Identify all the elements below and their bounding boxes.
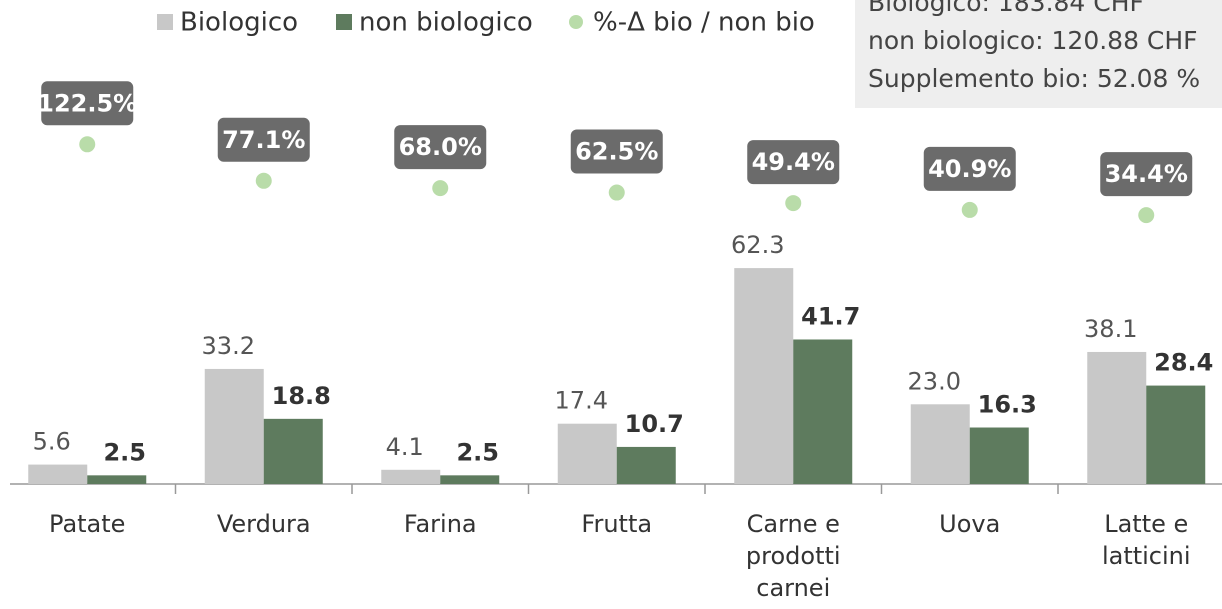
bar-label: 10.7 [625, 410, 684, 438]
x-tick-label: Uova [939, 510, 1001, 538]
bar [204, 368, 264, 484]
bar-label: 4.1 [386, 433, 424, 461]
dot-label: 122.5% [37, 89, 137, 117]
bar [1146, 385, 1206, 484]
legend-label: %-Δ bio / non bio [593, 8, 815, 38]
dot-label-box [747, 140, 840, 185]
dot-label: 40.9% [928, 155, 1011, 183]
legend-marker [336, 14, 352, 30]
dot-label-box [394, 125, 487, 170]
bar [793, 339, 853, 484]
dot [608, 184, 625, 201]
bar-label: 33.2 [202, 332, 255, 360]
legend-marker [157, 14, 173, 30]
bar-label: 2.5 [456, 438, 499, 466]
info-text: Biologico: 183.84 CHF [868, 0, 1144, 17]
info-text: Supplemento bio: 52.08 % [868, 64, 1200, 93]
dot [961, 201, 978, 218]
x-tick-label: Carne e prodotti carnei [745, 510, 841, 602]
dot-label: 62.5% [575, 138, 658, 166]
bar-label: 38.1 [1084, 315, 1137, 343]
x-tick-label: Patate [49, 510, 126, 538]
dot-label: 49.4% [752, 148, 835, 176]
bar [557, 423, 617, 484]
bar [969, 427, 1029, 484]
bar-label: 41.7 [801, 302, 860, 330]
info-text: non biologico: 120.88 CHF [868, 26, 1198, 55]
legend-label: Biologico [180, 8, 298, 38]
bar [87, 475, 147, 484]
x-tick-label: Farina [403, 510, 477, 538]
x-tick-label: Verdura [216, 510, 311, 538]
legend-label: non biologico [359, 8, 533, 38]
bar-label: 16.3 [978, 391, 1037, 419]
bar [910, 404, 970, 484]
dot-label: 77.1% [222, 126, 305, 154]
bar [440, 475, 500, 484]
dot-label-box [217, 117, 310, 162]
bar [734, 268, 794, 484]
bar-label: 18.8 [272, 382, 331, 410]
bar [28, 464, 88, 484]
dot-label: 34.4% [1105, 160, 1188, 188]
bar-label: 62.3 [731, 231, 784, 259]
bar [1087, 351, 1147, 484]
bar [616, 446, 676, 484]
bar [381, 469, 441, 484]
dot-label-box [1100, 152, 1193, 197]
dot-label: 68.0% [399, 133, 482, 161]
bar-label: 17.4 [555, 387, 608, 415]
x-tick-label: Frutta [581, 510, 653, 538]
dot [255, 172, 272, 189]
dot-label-box [570, 129, 663, 174]
dot [79, 136, 96, 153]
bar-label: 2.5 [103, 438, 146, 466]
dot [432, 180, 449, 197]
dot-label-box [923, 146, 1016, 191]
legend-marker [569, 15, 583, 29]
x-tick-label: Latte e latticini [1101, 510, 1191, 570]
dot [785, 195, 802, 212]
bar-label: 23.0 [908, 367, 961, 395]
bar [263, 418, 323, 484]
dot [1138, 207, 1155, 224]
dot-label-box [41, 81, 134, 126]
bar-label: 5.6 [33, 428, 71, 456]
info-box [855, 0, 1222, 108]
bar-label: 28.4 [1154, 349, 1213, 377]
